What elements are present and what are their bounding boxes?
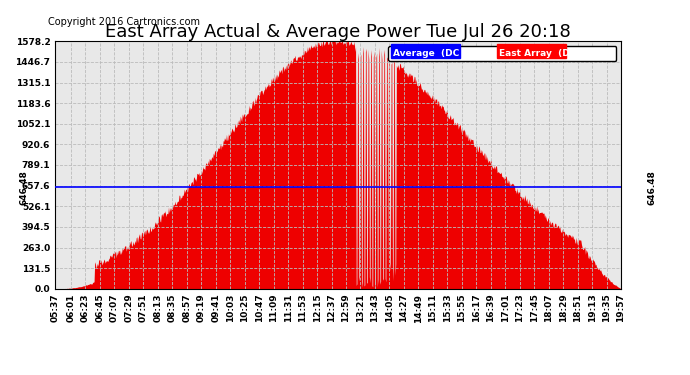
Title: East Array Actual & Average Power Tue Jul 26 20:18: East Array Actual & Average Power Tue Ju… xyxy=(105,23,571,41)
Text: 646.48: 646.48 xyxy=(648,170,657,205)
Text: Copyright 2016 Cartronics.com: Copyright 2016 Cartronics.com xyxy=(48,17,200,27)
Legend: Average  (DC Watts), East Array  (DC Watts): Average (DC Watts), East Array (DC Watts… xyxy=(388,46,616,61)
Text: 646.48: 646.48 xyxy=(19,170,28,205)
